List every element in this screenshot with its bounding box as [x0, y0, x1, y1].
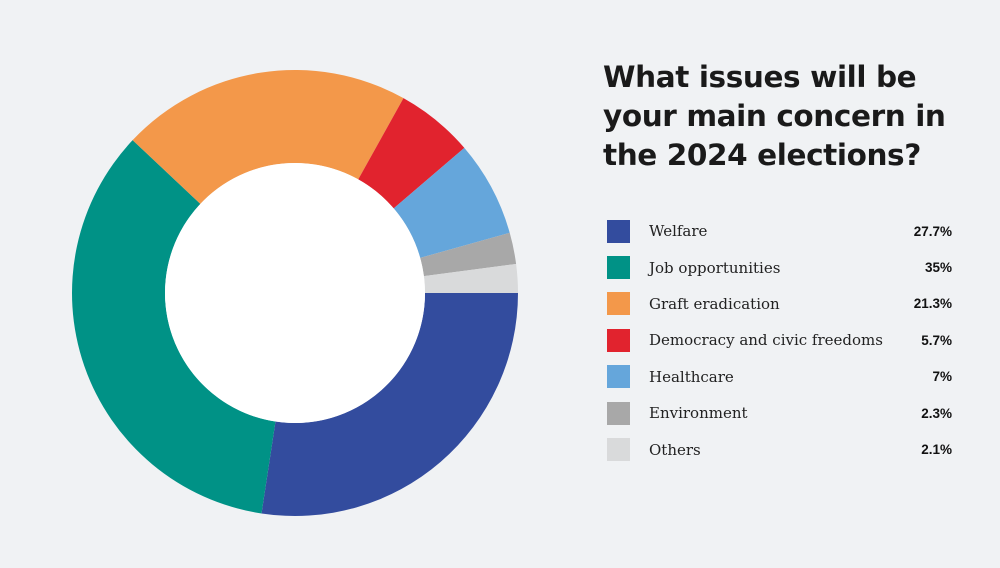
legend-label: Healthcare [649, 367, 734, 386]
legend-item: Welfare 27.7% [607, 213, 952, 249]
legend-label: Job opportunities [649, 258, 781, 277]
slice-environment [420, 232, 517, 277]
chart-title: What issues will be your main concern in… [603, 60, 946, 172]
legend-item: Others 2.1% [607, 431, 952, 467]
slice-job-opportunities [72, 140, 276, 514]
legend-value: 21.3% [913, 296, 952, 312]
legend-item: Graft eradication 21.3% [607, 286, 952, 322]
slice-democracy-and-civic-freedoms [358, 98, 465, 209]
legend-swatch [607, 292, 630, 316]
slice-healthcare [393, 147, 510, 258]
slice-welfare [261, 293, 518, 516]
legend-label: Others [649, 440, 701, 459]
legend-swatch [607, 219, 630, 243]
legend-label: Environment [649, 404, 748, 423]
donut-chart [72, 70, 518, 516]
legend-swatch [607, 365, 630, 389]
donut-svg [72, 70, 518, 516]
legend-label: Graft eradication [649, 294, 780, 313]
legend-swatch [607, 401, 630, 425]
legend-value: 7% [932, 369, 952, 385]
legend-swatch [607, 438, 630, 462]
legend-swatch [607, 328, 630, 352]
legend-value: 5.7% [921, 332, 952, 348]
legend-label: Welfare [649, 222, 708, 241]
donut-hole [165, 163, 425, 423]
slice-graft-eradication [132, 70, 404, 204]
legend-swatch [607, 256, 630, 280]
legend: Welfare 27.7% Job opportunities 35% Graft er… [607, 213, 952, 468]
legend-item: Healthcare 7% [607, 359, 952, 395]
legend-label: Democracy and civic freedoms [649, 331, 883, 350]
legend-value: 2.1% [921, 442, 952, 458]
legend-value: 35% [924, 260, 952, 276]
slice-others [423, 263, 518, 293]
legend-item: Democracy and civic freedoms 5.7% [607, 322, 952, 358]
legend-item: Environment 2.3% [607, 395, 952, 431]
legend-value: 2.3% [921, 405, 952, 421]
legend-value: 27.7% [913, 223, 952, 239]
legend-item: Job opportunities 35% [607, 249, 952, 285]
